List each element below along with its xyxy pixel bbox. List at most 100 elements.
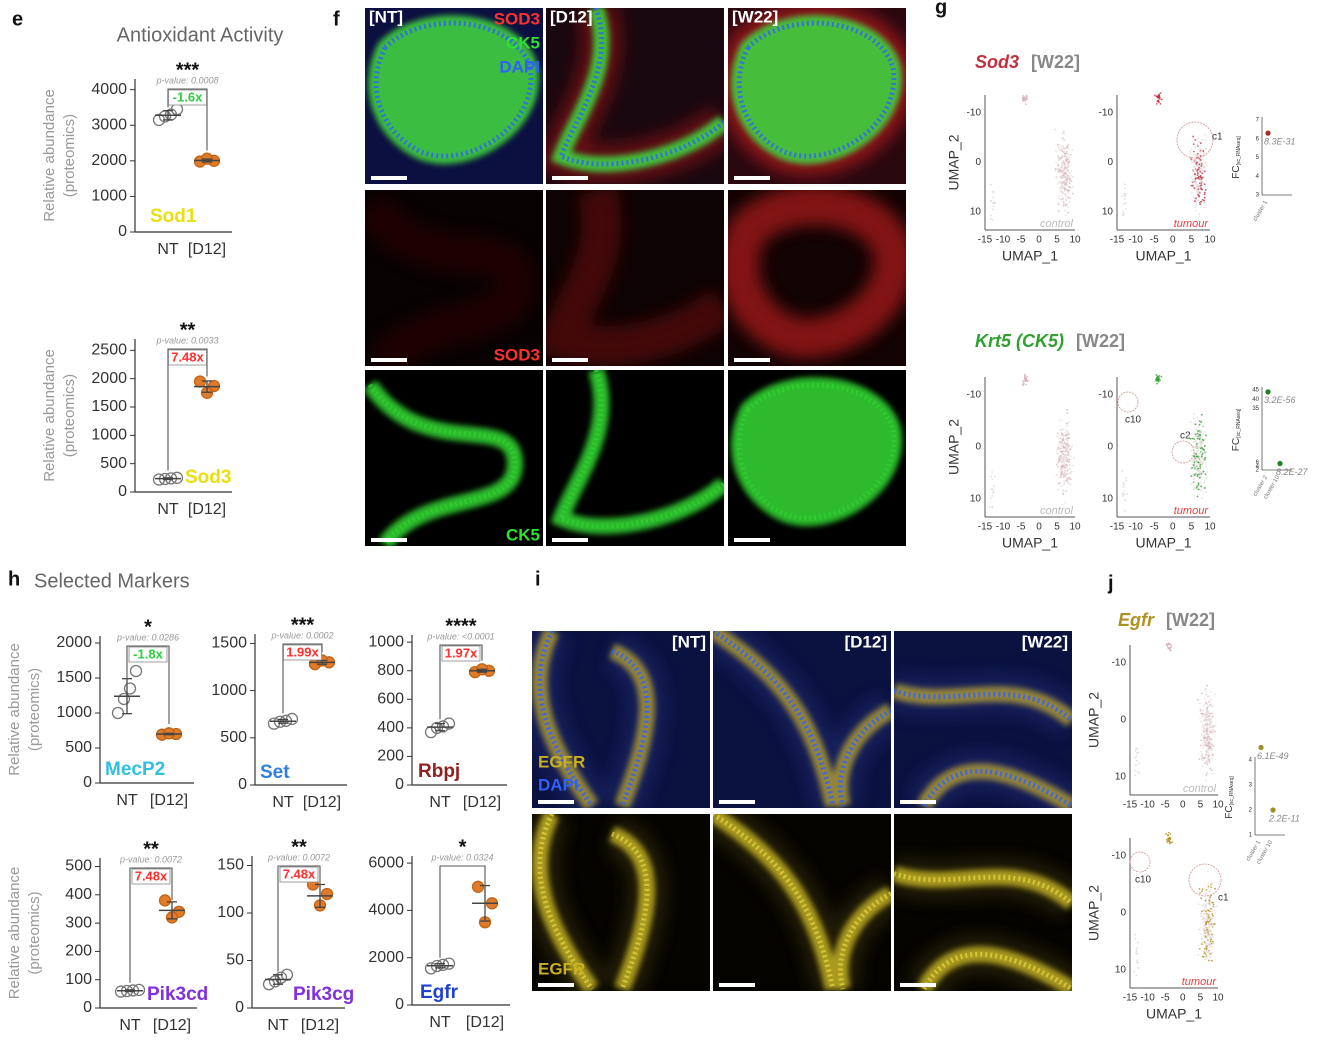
data-point <box>111 706 125 720</box>
cell <box>1208 700 1211 703</box>
cell <box>1196 475 1199 478</box>
cell <box>1192 178 1195 181</box>
cell <box>1210 703 1213 706</box>
cell <box>1210 883 1213 886</box>
cell <box>1197 903 1200 906</box>
cell <box>1203 762 1206 765</box>
tile-clip <box>546 8 724 184</box>
cell <box>1207 882 1210 885</box>
cell <box>1195 486 1198 489</box>
cell <box>1157 380 1160 383</box>
cell <box>1198 435 1200 437</box>
cell <box>1205 760 1208 762</box>
panel-letter: h <box>8 568 20 590</box>
cell <box>1060 447 1063 450</box>
cell <box>1211 705 1214 708</box>
cell <box>1207 901 1210 904</box>
umap-x-tick: 0 <box>1170 235 1176 246</box>
cell <box>1199 463 1202 466</box>
cell <box>1061 167 1064 170</box>
panel-letter: e <box>12 8 23 30</box>
cell <box>1199 710 1202 713</box>
cell <box>1168 837 1171 840</box>
umap-y-label: UMAP_2 <box>1086 692 1102 748</box>
cell <box>993 485 995 488</box>
sd-bar <box>273 974 283 985</box>
gene-name: Set <box>260 762 290 783</box>
umap-x-tick: -15 <box>1110 522 1125 533</box>
cell <box>1068 437 1070 440</box>
cell <box>1212 745 1215 748</box>
cell <box>1212 936 1215 939</box>
tile-clip <box>894 671 1072 808</box>
cell <box>1211 773 1214 775</box>
y-tick-label: 1000 <box>91 427 127 444</box>
significance-stars: ** <box>180 319 196 341</box>
cell <box>1067 453 1070 456</box>
cluster-outline <box>1117 391 1139 413</box>
significance-stars: *** <box>176 59 200 81</box>
cell <box>1206 723 1209 726</box>
cell <box>1203 718 1206 720</box>
cell <box>1210 712 1213 715</box>
cell <box>1203 697 1206 700</box>
cell <box>1196 164 1198 166</box>
y-tick-label: 4000 <box>368 902 404 919</box>
umap-x-tick: -15 <box>1123 993 1138 1004</box>
tissue <box>550 370 724 535</box>
cell <box>1194 178 1197 180</box>
cell <box>1202 918 1204 920</box>
cell <box>1207 751 1210 754</box>
cell <box>1196 186 1199 189</box>
cell <box>1192 473 1195 476</box>
cell <box>1066 445 1068 448</box>
cell <box>1057 170 1060 173</box>
cell <box>1067 147 1070 150</box>
cell <box>1061 489 1064 492</box>
cell <box>1123 483 1126 486</box>
cell <box>1204 737 1207 740</box>
cell <box>1026 375 1029 378</box>
cell <box>1063 482 1066 484</box>
cluster-label: c1 <box>1218 893 1229 904</box>
significance-stars: ** <box>291 836 307 858</box>
tissue-core <box>713 814 891 990</box>
y-tick-label: 400 <box>377 719 404 736</box>
y-tick-label: 200 <box>377 748 404 765</box>
cell <box>1208 946 1211 949</box>
cell <box>1196 455 1199 458</box>
cell <box>1204 733 1207 736</box>
fold-change-box <box>128 646 168 663</box>
cell <box>1062 427 1065 430</box>
y-tick-label: 0 <box>235 999 244 1016</box>
cell <box>1205 914 1207 917</box>
significance-stars: * <box>459 836 467 858</box>
cell <box>1207 713 1210 716</box>
cell <box>1062 435 1065 438</box>
cell <box>1201 765 1204 768</box>
cell <box>1208 738 1211 741</box>
cell <box>1212 728 1215 731</box>
cell <box>1202 756 1205 759</box>
fold-change-box <box>131 868 171 885</box>
cell <box>1198 947 1201 950</box>
cell <box>1067 445 1070 447</box>
tile-clip <box>713 814 891 991</box>
cell <box>1059 181 1062 184</box>
umap-x-tick: 5 <box>1189 522 1195 533</box>
cell <box>1135 759 1138 762</box>
cell <box>1059 186 1061 188</box>
inset-p-label: 8.3E-31 <box>1264 137 1296 147</box>
data-point <box>123 682 137 695</box>
cell <box>1203 730 1206 733</box>
cell <box>1205 708 1208 711</box>
gene-name: Rbpj <box>418 761 460 782</box>
cell <box>1199 892 1201 894</box>
cell <box>1208 695 1211 698</box>
cell <box>1203 183 1206 186</box>
cell <box>1064 154 1067 157</box>
cell <box>1063 475 1066 477</box>
fc-label: FC <box>1231 165 1242 178</box>
cell <box>1197 172 1199 175</box>
sd-bar <box>477 668 487 673</box>
